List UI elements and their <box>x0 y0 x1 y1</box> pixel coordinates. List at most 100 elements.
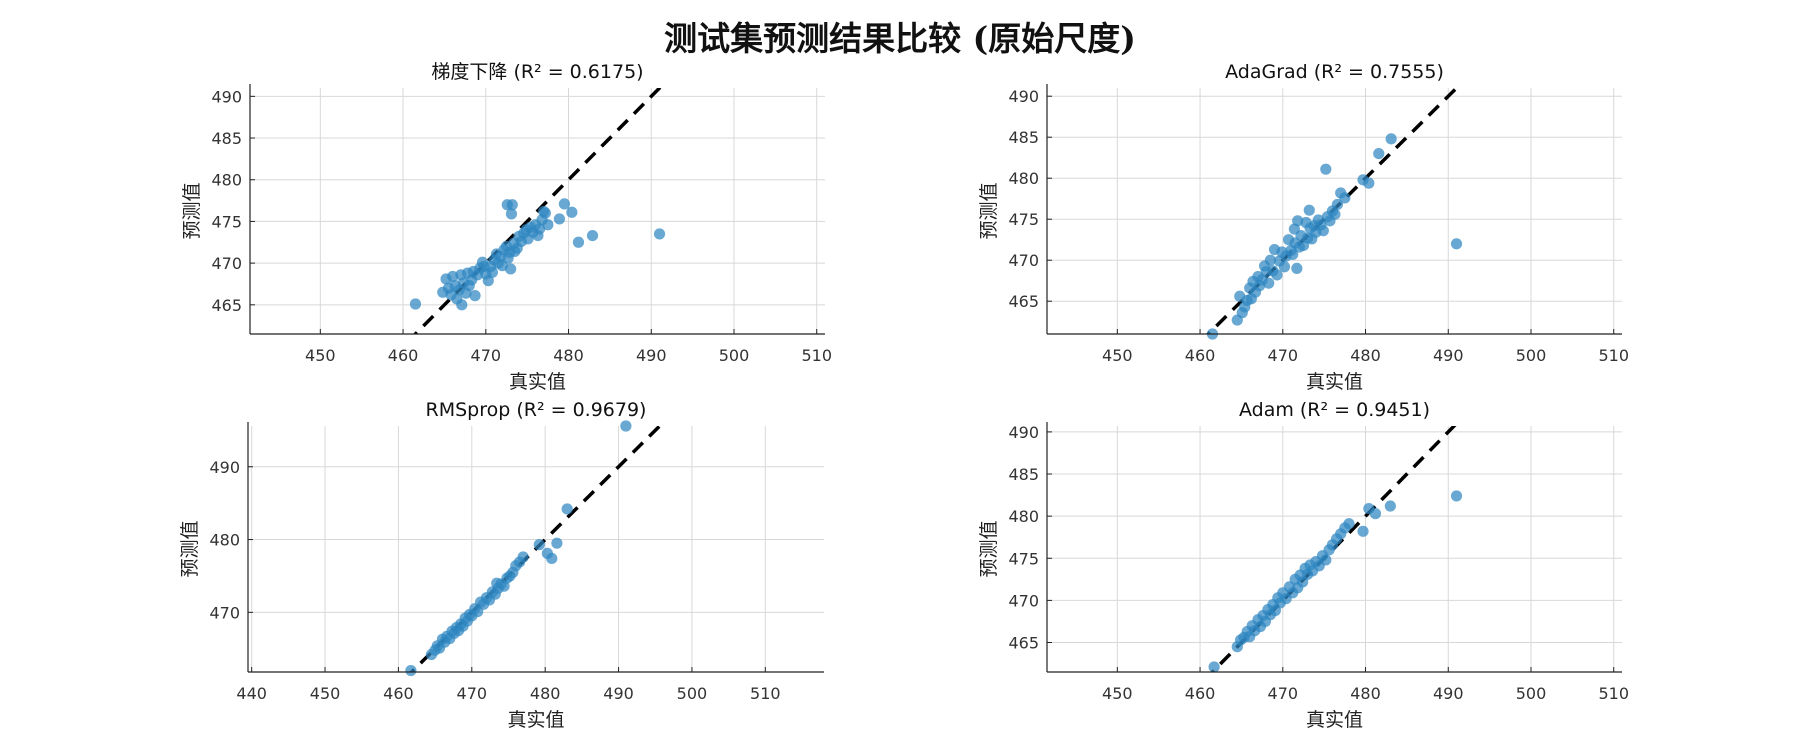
data-point <box>1450 238 1463 250</box>
x-tick-label: 460 <box>388 346 419 365</box>
data-point <box>405 664 417 677</box>
x-tick-label: 510 <box>801 346 832 365</box>
data-point <box>572 236 585 248</box>
y-axis-label: 预测值 <box>181 182 203 239</box>
y-tick-label: 480 <box>211 171 242 190</box>
data-point <box>1208 661 1220 673</box>
data-point <box>1363 177 1375 189</box>
data-point <box>653 228 666 240</box>
y-tick-label: 475 <box>1008 210 1039 229</box>
data-point <box>1385 133 1397 145</box>
data-point <box>539 207 551 219</box>
data-point <box>542 219 554 231</box>
data-point <box>1343 518 1355 530</box>
y-tick-label: 480 <box>209 531 240 550</box>
y-tick-label: 470 <box>1008 591 1039 610</box>
y-tick-label: 470 <box>209 603 240 622</box>
y-tick-label: 465 <box>1008 292 1039 311</box>
x-tick-label: 500 <box>719 346 750 365</box>
x-tick-label: 480 <box>1350 346 1381 365</box>
x-tick-label: 470 <box>457 684 488 703</box>
data-point <box>456 299 468 311</box>
x-tick-label: 490 <box>1433 346 1464 365</box>
x-tick-label: 450 <box>1102 346 1133 365</box>
subplot-title: RMSprop (R² = 0.9679) <box>426 399 647 421</box>
data-point <box>1317 225 1329 237</box>
y-tick-label: 490 <box>211 87 242 106</box>
y-tick-label: 465 <box>211 296 242 315</box>
data-point <box>409 298 422 310</box>
x-tick-label: 470 <box>1268 346 1299 365</box>
y-tick-label: 485 <box>1008 465 1039 484</box>
y-tick-label: 490 <box>1008 87 1039 106</box>
data-point <box>1329 208 1341 220</box>
x-tick-label: 460 <box>1185 346 1216 365</box>
diagonal-reference-line <box>413 88 662 334</box>
data-point <box>551 537 563 549</box>
data-point <box>533 223 546 235</box>
x-tick-label: 480 <box>530 684 561 703</box>
data-point <box>1373 148 1385 160</box>
subplot-1: 450 460 470 480 490 500 510 465 470 475 480 485 490 梯… <box>181 61 832 393</box>
x-tick-label: 490 <box>636 346 667 365</box>
x-tick-label: 450 <box>1102 684 1133 703</box>
data-point <box>558 198 570 210</box>
data-point <box>1369 508 1382 520</box>
subplot-3: 440 450 460 470 480 490 500 510 470 480 490 RMSprop… <box>179 399 824 731</box>
data-point <box>486 266 499 278</box>
x-tick-label: 490 <box>1433 684 1464 703</box>
subplot-2: 450 460 470 480 490 500 510 465 470 475 480 485 490 A… <box>978 61 1629 393</box>
data-point <box>553 213 566 225</box>
data-point <box>1450 490 1463 502</box>
y-tick-label: 465 <box>1008 634 1039 653</box>
subplot-title: 梯度下降 (R² = 0.6175) <box>431 61 643 83</box>
subplot-title: Adam (R² = 0.9451) <box>1239 399 1430 421</box>
data-point <box>1331 198 1343 211</box>
y-tick-label: 470 <box>211 254 242 273</box>
y-axis-label: 预测值 <box>179 520 201 577</box>
x-axis-label: 真实值 <box>1306 709 1363 731</box>
x-tick-label: 460 <box>383 684 414 703</box>
y-axis-label: 预测值 <box>978 520 1000 577</box>
data-point <box>469 290 481 302</box>
y-tick-label: 480 <box>1008 507 1039 526</box>
x-tick-label: 500 <box>1516 684 1547 703</box>
x-tick-label: 470 <box>471 346 502 365</box>
data-point <box>505 263 517 275</box>
data-point <box>1384 500 1396 512</box>
x-tick-label: 440 <box>236 684 267 703</box>
x-tick-label: 470 <box>1268 684 1299 703</box>
x-tick-label: 500 <box>1516 346 1547 365</box>
data-point <box>1271 269 1283 281</box>
data-point <box>506 199 518 211</box>
y-tick-label: 475 <box>211 212 242 231</box>
data-point <box>1287 248 1299 261</box>
diagonal-reference-line <box>409 426 663 672</box>
y-tick-label: 485 <box>211 129 242 148</box>
data-point <box>1264 254 1276 266</box>
data-point <box>586 230 599 242</box>
data-point <box>1320 554 1332 566</box>
y-tick-label: 490 <box>209 458 240 477</box>
x-tick-label: 450 <box>310 684 341 703</box>
data-point <box>482 275 494 287</box>
data-point <box>1339 192 1351 204</box>
data-point <box>561 503 573 515</box>
data-point <box>1263 277 1275 289</box>
x-axis-label: 真实值 <box>507 709 564 731</box>
x-tick-label: 480 <box>1350 684 1381 703</box>
x-tick-label: 460 <box>1185 684 1216 703</box>
x-tick-label: 500 <box>677 684 708 703</box>
data-point <box>1320 163 1332 175</box>
y-tick-label: 485 <box>1008 128 1039 147</box>
data-point <box>1291 262 1303 274</box>
y-axis-label: 预测值 <box>978 182 1000 239</box>
data-point <box>620 420 632 432</box>
y-tick-label: 470 <box>1008 251 1039 270</box>
x-tick-label: 510 <box>750 684 781 703</box>
data-point <box>1303 204 1315 216</box>
x-axis-label: 真实值 <box>509 371 566 393</box>
subplot-title: AdaGrad (R² = 0.7555) <box>1225 61 1444 83</box>
figure-title: 测试集预测结果比较 (原始尺度) <box>664 19 1136 58</box>
y-tick-label: 475 <box>1008 549 1039 568</box>
